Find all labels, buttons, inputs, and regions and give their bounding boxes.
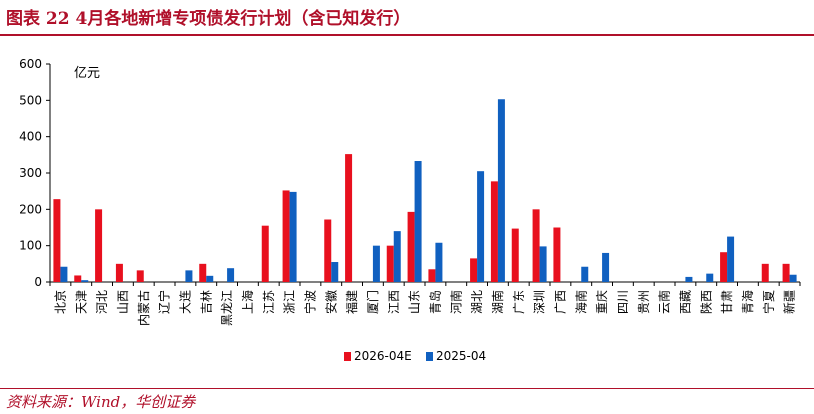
bar-s2-0 [60,266,68,282]
bar-s2-1 [81,280,89,282]
x-category-label: 江苏 [262,290,276,314]
y-tick-label: 200 [19,202,42,216]
bar-s1-34 [761,263,769,282]
x-category-label: 深圳 [533,290,547,314]
bar-s1-1 [74,275,82,282]
bar-s1-24 [553,227,561,282]
bar-s2-23 [539,246,547,282]
bar-s2-15 [372,245,380,282]
bar-s1-3 [115,263,123,282]
bar-s1-4 [136,270,144,282]
x-category-label: 天津 [74,290,88,314]
bar-s2-7 [206,275,214,282]
x-category-label: 山东 [408,290,422,314]
bar-s1-13 [324,219,332,282]
bar-s1-7 [199,263,207,282]
bar-s2-20 [477,171,485,282]
x-category-label: 辽宁 [157,290,172,314]
bar-s1-35 [782,263,790,282]
bar-s1-10 [261,225,269,282]
legend-swatch-1 [344,352,351,361]
x-category-label: 四川 [616,290,630,314]
bar-s1-23 [532,209,540,282]
x-category-label: 江西 [387,290,401,314]
legend-label-2: 2025-04 [436,349,486,363]
x-category-label: 黑龙江 [220,290,234,326]
x-category-label: 宁夏 [761,290,776,314]
bar-s1-22 [511,228,519,282]
bar-s1-11 [282,190,290,282]
bar-s1-14 [345,154,353,282]
x-category-label: 大连 [177,290,192,314]
x-category-label: 河南 [448,290,463,314]
bar-s2-13 [331,262,339,282]
bar-s1-18 [428,269,436,282]
bar-s2-16 [393,231,401,282]
bar-s2-6 [185,270,193,282]
x-category-label: 内蒙古 [136,290,151,326]
legend-swatch-2 [426,352,433,361]
x-category-label: 贵州 [637,290,651,314]
x-category-label: 山西 [116,290,130,314]
x-category-label: 厦门 [365,290,380,314]
x-category-label: 安徽 [323,290,338,314]
bar-s2-26 [602,252,610,282]
y-tick-label: 600 [19,57,42,71]
bar-s1-0 [53,199,61,282]
x-category-label: 广西 [553,290,567,314]
bar-s2-35 [789,274,797,282]
x-category-label: 宁波 [302,290,317,314]
x-category-label: 海南 [573,290,588,314]
bar-s2-32 [727,236,735,282]
x-category-label: 西藏 [678,290,692,314]
x-category-label: 陕西 [698,290,713,314]
y-tick-label: 500 [19,93,42,107]
x-category-label: 湖南 [490,290,505,314]
bar-s2-8 [227,268,235,282]
y-tick-label: 0 [34,275,42,289]
x-category-label: 吉林 [199,290,213,314]
bar-s2-21 [497,99,505,282]
y-tick-label: 100 [19,239,42,253]
x-category-label: 北京 [53,290,67,314]
bar-s2-18 [435,242,443,282]
y-tick-label: 300 [19,166,42,180]
bar-s2-25 [581,266,589,282]
x-category-label: 甘肃 [720,290,734,314]
bar-s2-11 [289,191,297,282]
bar-s1-17 [407,211,415,282]
bar-s2-31 [706,273,714,282]
x-category-label: 重庆 [595,290,609,314]
x-category-label: 福建 [344,290,359,314]
bar-s1-16 [386,245,394,282]
source-note: 资料来源：Wind，华创证券 [6,393,196,411]
bar-s1-2 [95,209,103,282]
bar-s1-21 [490,181,498,282]
title-divider [0,34,814,36]
x-category-label: 青岛 [427,290,442,314]
bar-s1-20 [470,258,478,282]
x-category-label: 浙江 [283,290,297,314]
bar-s2-17 [414,161,422,282]
legend-label-1: 2026-04E [354,349,412,363]
bar-s1-32 [720,252,728,282]
y-tick-label: 400 [19,130,42,144]
x-category-label: 湖北 [469,290,484,314]
source-divider [0,388,814,389]
x-category-label: 青海 [740,290,755,314]
x-category-label: 云南 [657,290,672,314]
x-category-label: 上海 [240,290,255,314]
y-unit-label: 亿元 [74,66,100,81]
figure-title: 图表 22 4月各地新增专项债发行计划（含已知发行） [6,9,411,29]
x-category-label: 广东 [512,290,526,314]
x-category-label: 新疆 [782,290,797,314]
bar-s2-30 [685,276,693,282]
x-category-label: 河北 [95,290,109,314]
